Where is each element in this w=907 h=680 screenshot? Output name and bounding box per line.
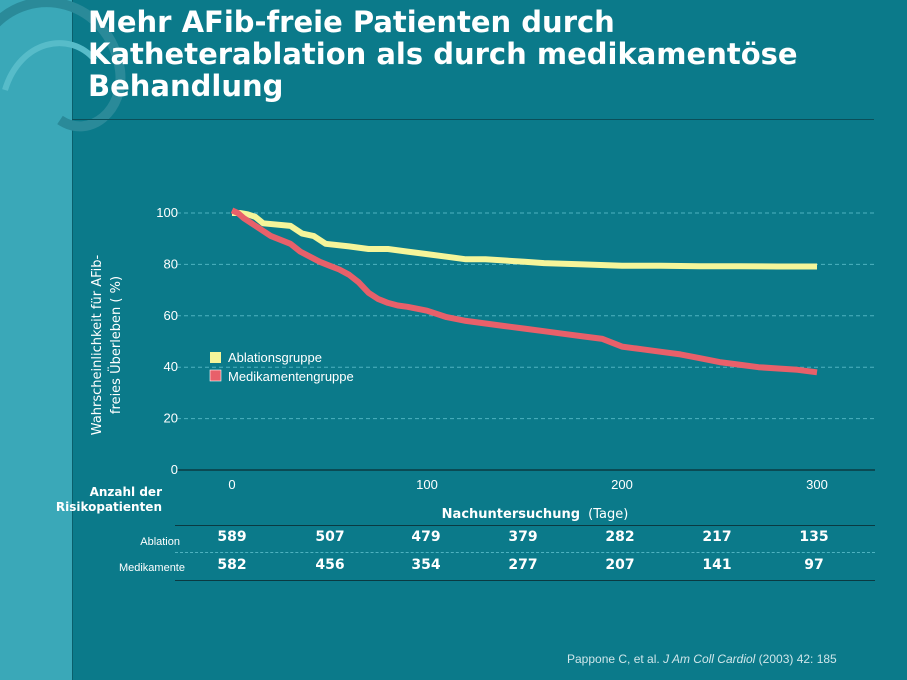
y-axis-label-line-2: freies Überleben ( %) — [107, 276, 124, 414]
risk-table-heading: Anzahl der Risikopatienten — [20, 485, 162, 515]
risk-cell-medication: 456 — [315, 557, 345, 573]
series-line-medication — [230, 207, 818, 376]
series-line-ablation — [232, 210, 817, 270]
y-tick-label: 20 — [164, 411, 178, 426]
x-tick-label: 100 — [416, 477, 438, 492]
chart-series — [230, 207, 818, 376]
risk-table-bottom-rule — [175, 580, 875, 581]
risk-cell-ablation: 589 — [217, 529, 247, 545]
citation-journal: J Am Coll Cardiol — [663, 652, 756, 666]
citation: Pappone C, et al. J Am Coll Cardiol (200… — [567, 652, 837, 666]
x-axis-label-main: Nachuntersuchung — [442, 507, 580, 522]
risk-cell-ablation: 135 — [799, 529, 829, 545]
legend-swatch-medication — [209, 369, 222, 382]
risk-cell-medication: 141 — [702, 557, 732, 573]
y-tick-label: 80 — [164, 256, 178, 271]
risk-cell-medication: 97 — [804, 557, 824, 573]
legend-label-medication: Medikamentengruppe — [228, 369, 354, 384]
legend: Ablationsgruppe Medikamentengruppe — [209, 350, 354, 384]
risk-cell-ablation: 479 — [411, 529, 441, 545]
x-tick-label: 200 — [611, 477, 633, 492]
risk-row-label-ablation: Ablation — [140, 536, 180, 548]
risk-cell-ablation: 217 — [702, 529, 732, 545]
y-axis-label-line-1: Wahrscheinlichkeit für AFib- — [90, 255, 105, 436]
risk-table-top-rule — [175, 525, 875, 526]
x-axis-label: Nachuntersuchung (Tage) — [442, 507, 629, 522]
risk-cell-medication: 277 — [508, 557, 538, 573]
risk-cell-medication: 207 — [605, 557, 635, 573]
survival-chart: 0 20 40 60 80 100 0 100 200 300 Wahrscheinlichke… — [90, 205, 875, 522]
risk-table-heading-line-1: Anzahl der — [89, 485, 162, 499]
legend-label-ablation: Ablationsgruppe — [228, 350, 322, 365]
legend-swatch-ablation — [210, 352, 221, 363]
x-axis-label-unit: (Tage) — [588, 507, 628, 522]
risk-cell-medication: 582 — [217, 557, 247, 573]
title-line-1: Mehr AFib-freie Patienten durch — [88, 5, 615, 39]
citation-details: (2003) 42: 185 — [758, 652, 837, 666]
risk-cell-ablation: 282 — [605, 529, 635, 545]
risk-cell-ablation: 507 — [315, 529, 345, 545]
risk-table-row-divider — [175, 552, 875, 553]
y-tick-label: 40 — [164, 359, 178, 374]
citation-authors: Pappone C, et al. — [567, 652, 660, 666]
x-axis-ticks: 0 100 200 300 — [228, 477, 827, 492]
risk-table-heading-line-2: Risikopatienten — [55, 500, 162, 514]
title-line-2: Katheterablation als durch medikamentöse — [88, 37, 798, 71]
title-divider — [72, 119, 874, 120]
risk-cell-medication: 354 — [411, 557, 441, 573]
y-tick-label: 0 — [171, 462, 178, 477]
risk-row-label-medication: Medikamente — [118, 562, 185, 574]
y-tick-label: 60 — [164, 308, 178, 323]
title-line-3: Behandlung — [88, 69, 284, 103]
x-tick-label: 300 — [806, 477, 828, 492]
x-tick-label: 0 — [228, 477, 235, 492]
y-tick-label: 100 — [156, 205, 178, 220]
swirl-logo-icon — [0, 0, 126, 132]
decorative-side-band — [0, 0, 126, 680]
chart-grid — [177, 212, 875, 471]
y-axis-ticks: 0 20 40 60 80 100 — [156, 205, 178, 477]
page-title: Mehr AFib-freie Patienten durch Katheter… — [88, 6, 888, 102]
risk-cell-ablation: 379 — [508, 529, 538, 545]
